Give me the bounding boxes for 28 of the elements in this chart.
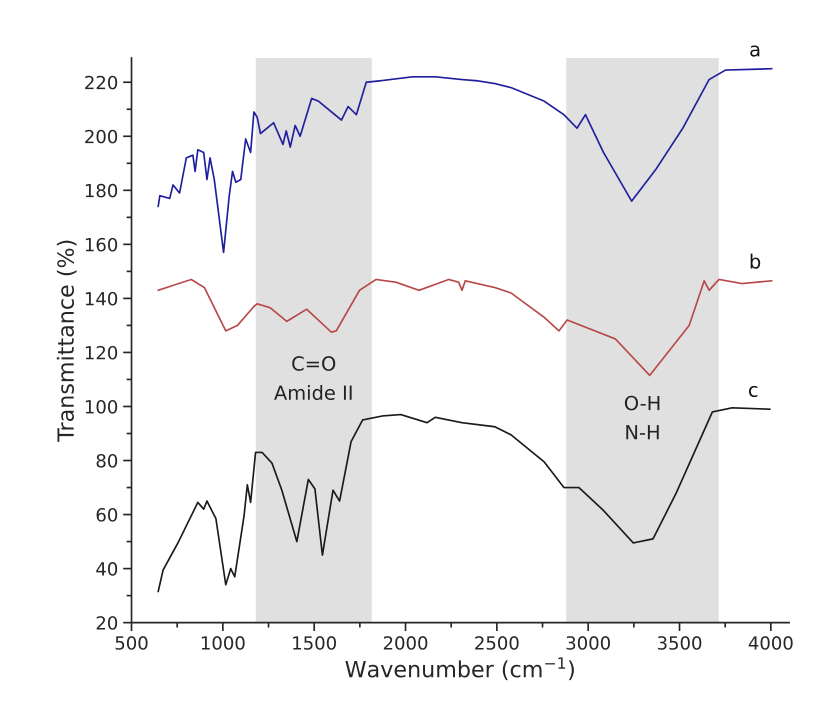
x-tick-label: 2500 [475,636,519,650]
band-label: O-H N-H [624,396,660,440]
y-tick-label: 100 [86,400,118,414]
series-label: c [749,386,758,398]
x-tick-label: 3000 [566,636,610,650]
y-tick-label: 160 [86,238,118,252]
y-tick-label: 180 [86,184,118,198]
series-label: b [750,254,760,269]
x-tick-label: 2000 [384,636,428,650]
y-tick-label: 140 [86,292,118,306]
y-tick-label: 40 [96,562,118,576]
x-tick-label: 4000 [748,636,793,650]
x-axis-title: Wavenumber (cm$^{−1}$) [345,657,574,680]
line-series [157,278,773,376]
x-tick-label: 1000 [202,636,245,650]
line-series [157,68,773,254]
y-tick-label: 200 [85,130,118,144]
band-label: C=O Amide II [274,356,352,400]
y-tick-label: 220 [85,76,118,90]
y-tick-label: 20 [96,616,118,630]
y-tick-label: 60 [96,508,118,522]
x-tick-label: 3500 [658,636,702,650]
y-tick-label: 80 [96,454,118,468]
series-label: a [750,45,760,57]
y-axis-title: Transmittance (%) [56,240,77,442]
x-tick-label: 1500 [293,636,336,650]
y-tick-label: 120 [86,346,118,360]
x-tick-label: 500 [116,636,148,650]
